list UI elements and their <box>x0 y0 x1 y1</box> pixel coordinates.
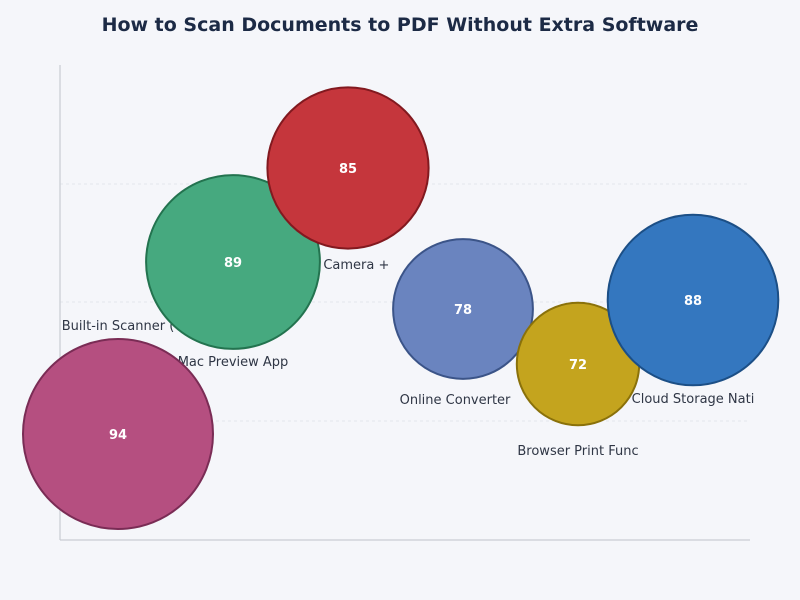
bubble[interactable]: 88 <box>606 213 780 387</box>
bubble-circle[interactable] <box>606 213 780 387</box>
bubble-circle[interactable] <box>22 338 214 530</box>
bubble[interactable]: 85 <box>266 86 430 250</box>
bubble[interactable]: 89 <box>145 174 321 350</box>
bubble-label: Browser Print Func <box>517 444 638 459</box>
bubbles: 94 89 85 78 72 88 <box>22 86 780 530</box>
bubble[interactable]: 94 <box>22 338 214 530</box>
bubble-circle[interactable] <box>266 86 430 250</box>
bubble-circle[interactable] <box>145 174 321 350</box>
bubble-label: Built-in Scanner ( <box>62 319 175 334</box>
bubble-value-label: 88 <box>684 294 702 309</box>
bubble[interactable]: 78 <box>392 238 534 380</box>
bubble-label: Mac Preview App <box>178 355 289 370</box>
bubble-label: Cloud Storage Nati <box>632 392 755 407</box>
bubble-value-label: 85 <box>339 162 357 177</box>
bubble-value-label: 89 <box>224 256 242 271</box>
chart-title: How to Scan Documents to PDF Without Ext… <box>101 14 699 36</box>
bubble[interactable]: 72 <box>515 301 641 427</box>
bubble-value-label: 72 <box>569 358 587 373</box>
bubble-value-label: 78 <box>454 303 472 318</box>
bubble-circle[interactable] <box>392 238 534 380</box>
bubble-label: Online Converter <box>400 393 511 408</box>
bubble-value-label: 94 <box>109 428 127 443</box>
